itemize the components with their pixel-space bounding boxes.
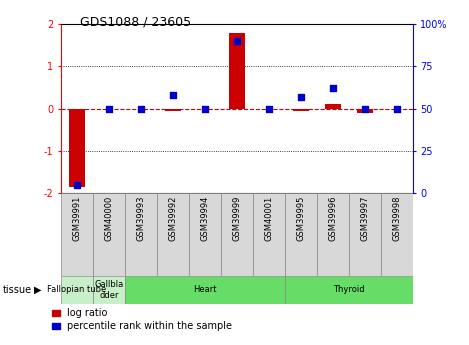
Bar xyxy=(125,276,285,304)
Bar xyxy=(125,193,157,276)
Text: GSM39992: GSM39992 xyxy=(168,196,177,241)
Point xyxy=(393,106,401,111)
Text: tissue: tissue xyxy=(2,285,31,295)
Text: GSM39999: GSM39999 xyxy=(232,196,242,241)
Bar xyxy=(189,193,221,276)
Text: GSM39991: GSM39991 xyxy=(72,196,82,241)
Bar xyxy=(317,193,349,276)
Bar xyxy=(157,193,189,276)
Bar xyxy=(381,193,413,276)
Bar xyxy=(357,109,373,113)
Text: Thyroid: Thyroid xyxy=(333,285,364,294)
Bar xyxy=(93,193,125,276)
Text: GSM39997: GSM39997 xyxy=(360,196,369,241)
Bar xyxy=(349,193,381,276)
Text: GDS1088 / 23605: GDS1088 / 23605 xyxy=(80,16,191,29)
Point xyxy=(265,106,272,111)
Text: Gallbla
dder: Gallbla dder xyxy=(94,280,123,299)
Bar xyxy=(325,105,341,109)
Bar xyxy=(253,193,285,276)
Point xyxy=(201,106,209,111)
Text: Heart: Heart xyxy=(193,285,217,294)
Bar xyxy=(69,109,85,187)
Bar xyxy=(93,276,125,304)
Text: GSM39993: GSM39993 xyxy=(136,196,145,241)
Point xyxy=(105,106,113,111)
Point xyxy=(137,106,144,111)
Point xyxy=(297,94,304,100)
Text: GSM40000: GSM40000 xyxy=(105,196,113,241)
Point xyxy=(329,86,337,91)
Text: ▶: ▶ xyxy=(34,285,42,295)
Bar xyxy=(61,276,93,304)
Text: GSM39998: GSM39998 xyxy=(392,196,401,241)
Text: Fallopian tube: Fallopian tube xyxy=(47,285,106,294)
Bar xyxy=(221,193,253,276)
Text: GSM39996: GSM39996 xyxy=(328,196,337,241)
Bar xyxy=(285,193,317,276)
Point xyxy=(73,182,81,187)
Point xyxy=(233,38,241,44)
Bar xyxy=(293,109,309,111)
Text: GSM39994: GSM39994 xyxy=(200,196,209,241)
Legend: log ratio, percentile rank within the sample: log ratio, percentile rank within the sa… xyxy=(52,308,232,332)
Point xyxy=(361,106,369,111)
Text: GSM40001: GSM40001 xyxy=(265,196,273,241)
Bar xyxy=(285,276,413,304)
Bar xyxy=(61,193,93,276)
Bar xyxy=(165,109,181,111)
Text: GSM39995: GSM39995 xyxy=(296,196,305,241)
Bar xyxy=(229,32,245,109)
Point xyxy=(169,92,177,98)
